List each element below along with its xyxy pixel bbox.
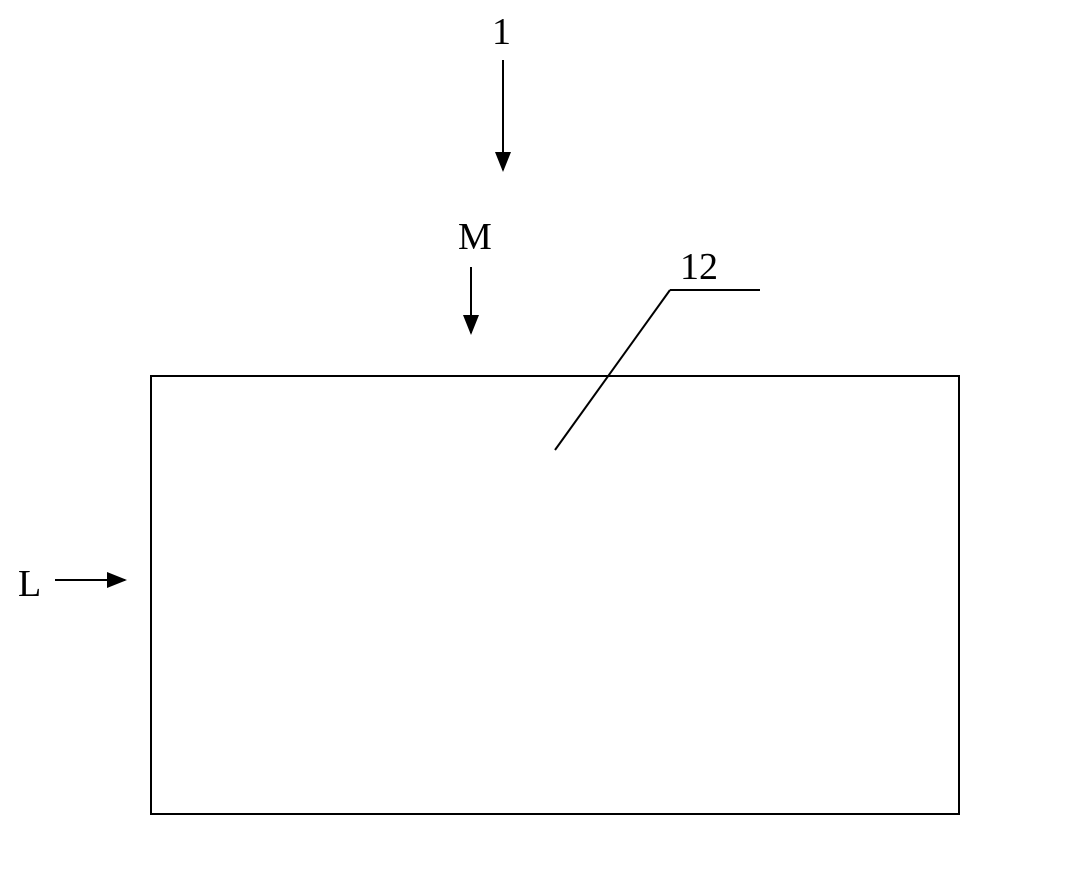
label-l: L (18, 562, 41, 606)
label-12: 12 (680, 245, 718, 289)
main-rectangle (150, 375, 960, 815)
label-m: M (458, 215, 492, 259)
label-1: 1 (492, 10, 511, 54)
